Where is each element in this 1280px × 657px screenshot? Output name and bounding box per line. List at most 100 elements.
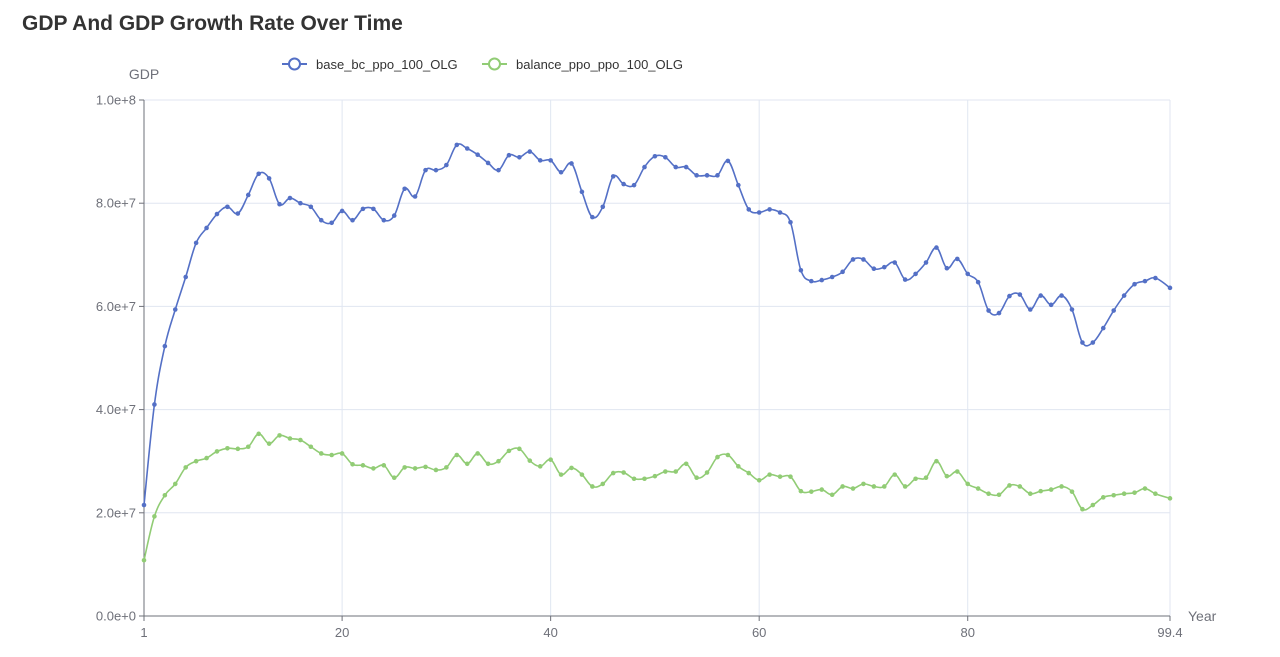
data-point[interactable] — [183, 274, 189, 280]
data-point[interactable] — [892, 260, 898, 265]
data-point[interactable] — [152, 402, 157, 407]
data-point[interactable] — [996, 492, 1002, 498]
data-point[interactable] — [725, 158, 731, 164]
data-point[interactable] — [152, 514, 157, 519]
data-point[interactable] — [527, 458, 533, 463]
data-point[interactable] — [1111, 492, 1116, 498]
data-point[interactable] — [1048, 302, 1054, 308]
data-point[interactable] — [308, 204, 314, 210]
data-point[interactable] — [736, 182, 741, 188]
data-point[interactable] — [975, 486, 981, 491]
data-point[interactable] — [444, 162, 449, 168]
data-point[interactable] — [777, 210, 783, 215]
data-point[interactable] — [850, 486, 856, 491]
data-point[interactable] — [965, 271, 971, 277]
data-point[interactable] — [225, 446, 230, 451]
data-point[interactable] — [485, 461, 491, 467]
data-point[interactable] — [715, 173, 720, 178]
data-point[interactable] — [287, 436, 293, 441]
data-point[interactable] — [673, 164, 679, 170]
data-point[interactable] — [694, 475, 699, 481]
data-point[interactable] — [704, 470, 710, 475]
data-point[interactable] — [600, 481, 606, 487]
data-point[interactable] — [475, 152, 480, 157]
data-point[interactable] — [548, 457, 553, 462]
data-point[interactable] — [809, 278, 814, 284]
data-point[interactable] — [496, 167, 501, 173]
data-point[interactable] — [1167, 496, 1173, 501]
data-point[interactable] — [882, 484, 887, 489]
data-point[interactable] — [944, 473, 950, 479]
legend-item-1[interactable]: base_bc_ppo_100_OLG — [282, 57, 458, 72]
data-point[interactable] — [1111, 308, 1116, 313]
data-point[interactable] — [767, 207, 772, 212]
data-point[interactable] — [715, 454, 720, 460]
data-point[interactable] — [1132, 281, 1137, 287]
data-point[interactable] — [840, 269, 845, 275]
data-point[interactable] — [235, 211, 241, 216]
data-point[interactable] — [454, 452, 460, 458]
data-point[interactable] — [1048, 487, 1054, 492]
data-point[interactable] — [433, 167, 439, 173]
data-point[interactable] — [517, 154, 522, 160]
data-point[interactable] — [923, 260, 929, 265]
data-point[interactable] — [673, 469, 679, 474]
data-point[interactable] — [954, 469, 960, 474]
data-point[interactable] — [923, 475, 929, 481]
data-point[interactable] — [308, 444, 314, 450]
data-point[interactable] — [225, 204, 230, 210]
data-point[interactable] — [1007, 483, 1012, 488]
data-point[interactable] — [360, 463, 366, 468]
data-point[interactable] — [506, 448, 512, 454]
data-point[interactable] — [809, 489, 814, 494]
data-point[interactable] — [141, 502, 147, 508]
data-point[interactable] — [350, 461, 355, 467]
data-point[interactable] — [1038, 488, 1044, 494]
data-point[interactable] — [652, 153, 658, 159]
data-point[interactable] — [642, 476, 647, 482]
data-point[interactable] — [204, 225, 209, 231]
data-point[interactable] — [214, 211, 220, 217]
data-point[interactable] — [464, 146, 470, 151]
data-point[interactable] — [704, 173, 710, 178]
data-point[interactable] — [1090, 340, 1096, 345]
data-point[interactable] — [1080, 340, 1085, 345]
data-point[interactable] — [683, 461, 689, 467]
data-point[interactable] — [1080, 506, 1085, 512]
data-point[interactable] — [391, 213, 397, 218]
data-point[interactable] — [579, 472, 585, 477]
data-point[interactable] — [610, 174, 616, 179]
data-point[interactable] — [266, 176, 272, 181]
data-point[interactable] — [934, 245, 939, 250]
data-point[interactable] — [423, 167, 428, 173]
data-point[interactable] — [277, 433, 282, 438]
data-point[interactable] — [371, 466, 376, 471]
data-point[interactable] — [996, 310, 1002, 316]
data-point[interactable] — [944, 265, 950, 271]
data-point[interactable] — [1027, 491, 1033, 497]
data-point[interactable] — [402, 186, 407, 192]
data-point[interactable] — [548, 158, 553, 163]
data-point[interactable] — [402, 465, 407, 470]
data-point[interactable] — [934, 458, 939, 464]
data-point[interactable] — [506, 152, 512, 158]
data-point[interactable] — [287, 195, 293, 201]
data-point[interactable] — [788, 219, 793, 225]
data-point[interactable] — [569, 465, 574, 471]
series-1[interactable] — [141, 142, 1173, 508]
data-point[interactable] — [1027, 307, 1033, 312]
data-point[interactable] — [882, 264, 887, 270]
data-point[interactable] — [1059, 484, 1064, 489]
data-point[interactable] — [381, 463, 387, 468]
data-point[interactable] — [590, 214, 595, 220]
data-point[interactable] — [256, 431, 261, 437]
data-point[interactable] — [975, 279, 981, 285]
data-point[interactable] — [1069, 307, 1075, 312]
data-point[interactable] — [642, 164, 647, 170]
data-point[interactable] — [360, 206, 366, 212]
data-point[interactable] — [537, 464, 543, 469]
data-point[interactable] — [162, 343, 168, 349]
data-point[interactable] — [245, 192, 251, 198]
data-point[interactable] — [339, 451, 345, 456]
data-point[interactable] — [1069, 489, 1075, 494]
